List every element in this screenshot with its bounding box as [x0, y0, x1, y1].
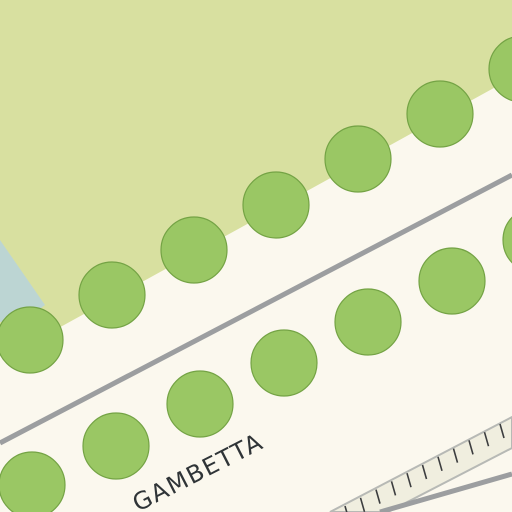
tree-icon — [166, 370, 234, 438]
rail-tick — [468, 440, 474, 455]
tree-icon — [82, 412, 150, 480]
tree-icon — [242, 171, 310, 239]
rail-tick — [375, 489, 381, 504]
tree-icon — [160, 216, 228, 284]
tree-icon — [0, 306, 64, 374]
rail-tick — [390, 481, 397, 496]
tree-row-lower — [0, 216, 512, 512]
tree-icon — [502, 216, 512, 264]
water-area — [0, 240, 45, 322]
road-line-upper — [0, 172, 512, 446]
tree-icon — [334, 288, 402, 356]
railway-track — [329, 415, 512, 512]
tree-icon — [324, 125, 392, 193]
tree-icon — [78, 261, 146, 329]
rail-tick — [344, 505, 348, 512]
rail-tick — [406, 472, 412, 488]
park-area — [0, 0, 512, 330]
tree-icon — [406, 80, 474, 148]
tree-icon — [250, 329, 318, 397]
tree-icon — [418, 247, 486, 315]
road-line-lower — [379, 471, 512, 512]
tree-icon — [488, 36, 512, 102]
rail-tick — [452, 448, 459, 463]
tree-row-upper — [0, 36, 512, 374]
tree-icon — [0, 451, 66, 512]
rail-tick — [359, 497, 366, 512]
rail-tick — [421, 464, 428, 480]
rail-tick — [499, 423, 505, 439]
rail-tick — [483, 431, 490, 447]
rail-tick — [437, 456, 443, 472]
